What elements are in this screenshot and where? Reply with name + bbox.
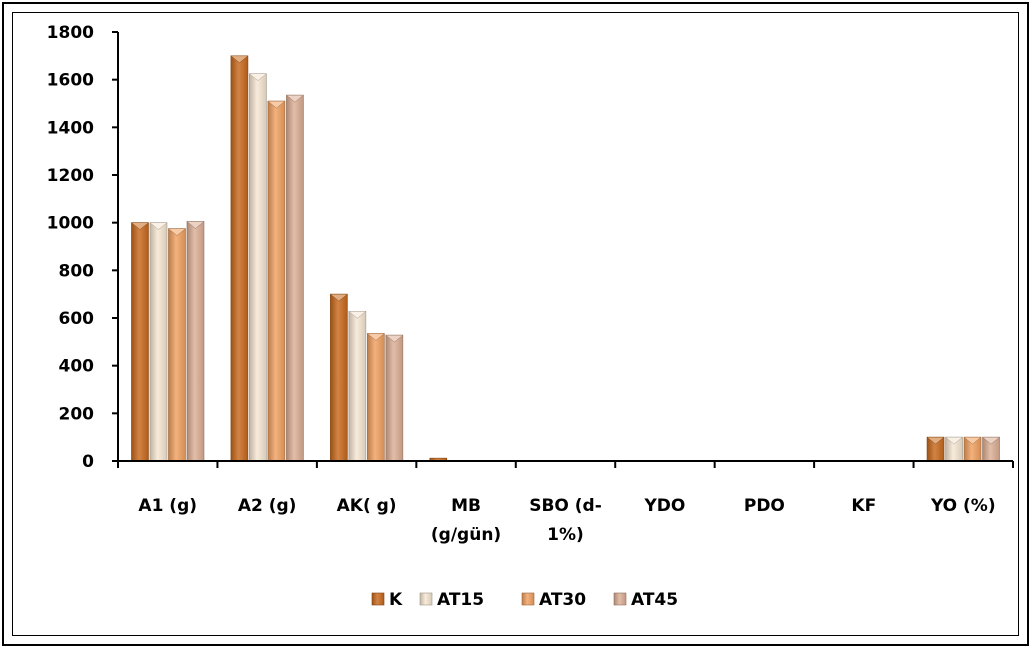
legend-swatch bbox=[371, 592, 385, 606]
legend-swatch bbox=[419, 592, 433, 606]
legend-label: AT45 bbox=[631, 590, 678, 610]
y-tick-label: 1600 bbox=[47, 71, 94, 91]
x-tick-label: AK( g) bbox=[337, 496, 397, 516]
chart-frame-inner bbox=[12, 12, 1019, 636]
bar-cap bbox=[186, 221, 205, 229]
legend-label: K bbox=[389, 590, 403, 610]
x-tick-label: A2 (g) bbox=[238, 496, 297, 516]
bar-cap bbox=[267, 100, 286, 109]
x-tick-label: SBO (d-1%) bbox=[529, 496, 602, 545]
bar[interactable] bbox=[149, 222, 168, 462]
bar[interactable] bbox=[385, 334, 404, 462]
legend-label: AT30 bbox=[539, 590, 586, 610]
y-tick-label: 1400 bbox=[47, 118, 94, 138]
bar-cap bbox=[149, 222, 168, 230]
x-tick-label: YO (%) bbox=[930, 496, 996, 516]
y-tick-label: 600 bbox=[59, 309, 95, 329]
bar-cap bbox=[167, 228, 187, 236]
y-tick-label: 0 bbox=[82, 452, 94, 472]
bar-cap bbox=[963, 436, 982, 445]
bar-cap bbox=[926, 436, 945, 445]
x-tick-label: PDO bbox=[744, 496, 785, 516]
x-tick-label: MB (g/gün) bbox=[431, 496, 501, 545]
bar[interactable] bbox=[230, 55, 249, 462]
legend-swatch bbox=[613, 592, 627, 606]
bar[interactable] bbox=[131, 222, 149, 462]
y-tick-label: 800 bbox=[59, 261, 95, 281]
bar-cap bbox=[248, 73, 268, 82]
bar[interactable] bbox=[186, 221, 205, 462]
bar[interactable] bbox=[367, 333, 385, 462]
bar[interactable] bbox=[286, 94, 304, 462]
y-tick-label: 1000 bbox=[47, 214, 94, 234]
bar-cap bbox=[981, 436, 1001, 445]
x-tick-label: YDO bbox=[644, 496, 686, 516]
bar-cap bbox=[366, 333, 386, 341]
y-tick-label: 1200 bbox=[47, 166, 94, 186]
bar[interactable] bbox=[330, 293, 348, 462]
y-tick-label: 400 bbox=[59, 357, 95, 377]
bar-cap bbox=[285, 94, 305, 103]
legend-swatch bbox=[521, 592, 535, 606]
legend-label: AT15 bbox=[437, 590, 484, 610]
y-tick-label: 200 bbox=[59, 404, 95, 424]
bar[interactable] bbox=[168, 228, 186, 462]
bar-cap bbox=[230, 55, 249, 64]
bar[interactable] bbox=[267, 100, 286, 462]
y-tick-label: 1800 bbox=[47, 23, 94, 43]
bar-cap bbox=[944, 436, 964, 445]
bar[interactable] bbox=[348, 311, 367, 462]
bar-cap bbox=[329, 293, 349, 302]
bar-cap bbox=[130, 222, 150, 230]
bar-cap bbox=[348, 311, 367, 319]
bar[interactable] bbox=[249, 73, 267, 462]
x-tick-label: KF bbox=[851, 496, 876, 516]
bar-cap bbox=[385, 334, 404, 343]
x-tick-label: A1 (g) bbox=[138, 496, 197, 516]
